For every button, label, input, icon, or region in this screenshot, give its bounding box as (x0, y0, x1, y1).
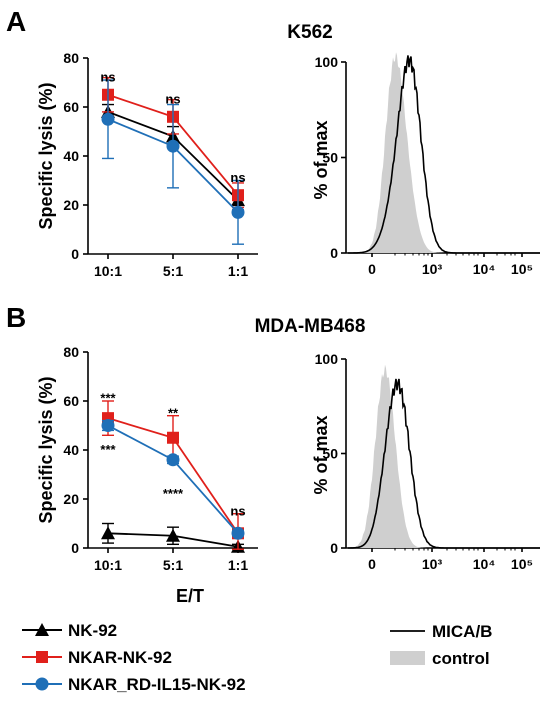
y-axis-title-a: Specific lysis (%) (36, 82, 56, 229)
legend-label-nkar-rd-il15-nk92: NKAR_RD-IL15-NK-92 (68, 675, 246, 694)
legend-item-nkar-rd-il15-nk92: NKAR_RD-IL15-NK-92 (22, 675, 246, 694)
significance-label: ns (230, 503, 245, 518)
flow-y-axis-title-a: % of max (311, 120, 331, 199)
data-point-circle (231, 526, 245, 540)
data-point-triangle (101, 526, 115, 540)
legend-label-mica-b: MICA/B (432, 622, 492, 641)
data-point-triangle (166, 528, 180, 542)
data-point-circle (231, 205, 245, 219)
x-axis-title-b: E/T (176, 586, 204, 606)
flow-y-axis-title-b: % of max (311, 415, 331, 494)
legend-label-nkar-nk92: NKAR-NK-92 (68, 648, 172, 667)
flow-x-tick-label: 10⁴ (473, 261, 496, 277)
flow-y-tick-label: 50 (322, 150, 338, 166)
flow-y-tick-label: 100 (315, 351, 339, 367)
y-tick-label: 40 (63, 442, 79, 458)
y-tick-label: 20 (63, 491, 79, 507)
y-tick-label: 20 (63, 197, 79, 213)
x-tick-label: 1:1 (228, 557, 248, 573)
legend-item-nk92: NK-92 (22, 621, 117, 640)
y-tick-label: 60 (63, 393, 79, 409)
data-point-square (167, 431, 179, 444)
y-tick-label: 0 (71, 246, 79, 262)
x-tick-label: 1:1 (228, 263, 248, 279)
panel-title-b: MDA-MB468 (255, 316, 366, 337)
flow-y-tick-label: 100 (315, 54, 339, 70)
panel-letter-b: B (6, 302, 26, 333)
significance-label: ns (100, 70, 115, 85)
data-point-circle (166, 139, 180, 153)
y-tick-label: 80 (63, 344, 79, 360)
panel-b: B MDA-MB468 Specific lysis (%) 0 20 40 60 80… (6, 302, 540, 606)
significance-label: *** (100, 391, 116, 406)
control-histogram (348, 364, 540, 548)
flow-x-tick-label: 10³ (422, 556, 443, 572)
flow-x-tick-label: 10⁵ (511, 261, 533, 277)
data-point-circle (101, 419, 115, 432)
flow-histogram-b: 0 50 100 0 10³ 10⁴ 10⁵ (315, 351, 540, 572)
panel-title-a: K562 (287, 22, 332, 43)
legend: NK-92 NKAR-NK-92 NKAR_RD-IL15-NK-92 MICA… (22, 621, 492, 694)
x-tick-label: 5:1 (163, 263, 183, 279)
flow-y-tick-label: 0 (330, 540, 338, 556)
flow-x-tick-label: 10⁵ (511, 556, 533, 572)
control-histogram (348, 52, 540, 253)
flow-y-tick-label: 50 (322, 446, 338, 462)
triangle-marker-icon (35, 623, 49, 636)
flow-x-tick-label: 10⁴ (473, 556, 496, 572)
legend-item-control: control (390, 649, 490, 668)
square-marker-icon (36, 651, 48, 663)
y-tick-label: 40 (63, 148, 79, 164)
x-tick-label: 5:1 (163, 557, 183, 573)
flow-x-tick-label: 0 (368, 556, 376, 572)
flow-y-tick-label: 0 (330, 245, 338, 261)
circle-marker-icon (35, 677, 49, 691)
significance-label: ** (168, 405, 179, 420)
legend-item-nkar-nk92: NKAR-NK-92 (22, 648, 172, 667)
mica-b-histogram (348, 55, 540, 254)
data-point-circle (101, 112, 115, 126)
panel-letter-a: A (6, 6, 26, 37)
lysis-chart-a: 0 20 40 60 80 10:1 5:1 1:1 ns ns ns (63, 50, 258, 279)
data-point-circle (166, 453, 180, 467)
mica-b-histogram (348, 378, 540, 549)
x-tick-label: 10:1 (94, 557, 122, 573)
y-tick-label: 80 (63, 50, 79, 66)
legend-label-control: control (432, 649, 490, 668)
flow-x-tick-label: 10³ (422, 261, 443, 277)
legend-item-mica-b: MICA/B (390, 622, 492, 641)
significance-label: ns (165, 92, 180, 107)
flow-histogram-a: 0 50 100 0 10³ 10⁴ 10⁵ (315, 52, 540, 277)
y-tick-label: 60 (63, 99, 79, 115)
y-axis-title-b: Specific lysis (%) (36, 376, 56, 523)
panel-a: A K562 Specific lysis (%) 0 20 40 60 80 10:1 5… (6, 6, 540, 279)
flow-x-tick-label: 0 (368, 261, 376, 277)
significance-label: **** (163, 486, 184, 501)
filled-swatch-icon (390, 651, 425, 665)
x-tick-label: 10:1 (94, 263, 122, 279)
significance-label: ns (230, 170, 245, 185)
y-tick-label: 0 (71, 540, 79, 556)
legend-label-nk92: NK-92 (68, 621, 117, 640)
significance-label: *** (100, 442, 116, 457)
